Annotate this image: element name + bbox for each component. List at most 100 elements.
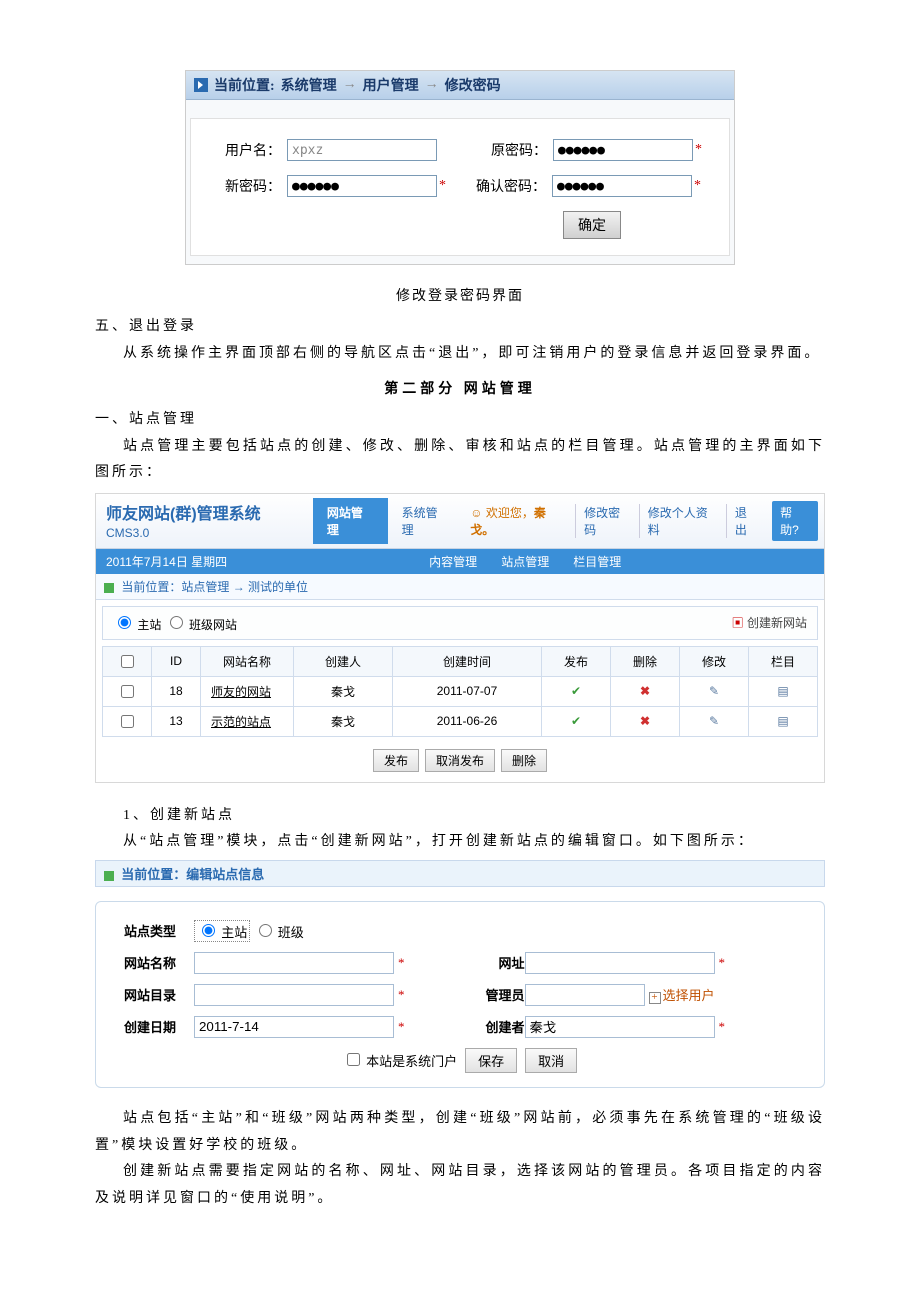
site-type-filter: 主站 班级网站 [113, 613, 237, 633]
username-input[interactable] [287, 139, 437, 161]
username-label: 用户名： [201, 140, 287, 160]
cell-id: 18 [152, 676, 201, 706]
cancel-button[interactable]: 取消 [525, 1048, 577, 1073]
subtab-site[interactable]: 站点管理 [489, 549, 561, 574]
cms-subbar: 2011年7月14日 星期四 内容管理 站点管理 栏目管理 [96, 549, 824, 574]
required-mark: * [439, 178, 446, 194]
row-checkbox[interactable] [121, 685, 134, 698]
creator-input[interactable] [525, 1016, 715, 1038]
body-paragraph: 创建新站点需要指定网站的名称、网址、网站目录，选择该网站的管理员。各项目指定的内… [95, 1159, 825, 1212]
tab-system-manage[interactable]: 系统管理 [388, 498, 463, 544]
new-password-input[interactable] [287, 175, 437, 197]
breadcrumb: 当前位置：编辑站点信息 [95, 860, 825, 887]
arrow-icon [104, 871, 114, 881]
check-icon[interactable]: ✔ [571, 684, 581, 698]
site-type-label: 站点类型 [124, 921, 194, 940]
select-user-link[interactable]: +选择用户 [649, 985, 715, 1004]
change-password-panel: 当前位置: 系统管理 → 用户管理 → 修改密码 用户名： 原密码： * 新密码… [185, 70, 735, 265]
create-date-input[interactable] [194, 1016, 394, 1038]
row-checkbox[interactable] [121, 715, 134, 728]
arrow-icon [104, 583, 114, 593]
creator-label: 创建者 [465, 1017, 525, 1036]
delete-button[interactable]: 删除 [501, 749, 547, 772]
admin-label: 管理员 [465, 985, 525, 1004]
admin-input[interactable] [525, 984, 645, 1006]
create-date-label: 创建日期 [124, 1017, 194, 1036]
required-mark: * [695, 142, 702, 158]
cell-creator: 秦戈 [294, 676, 393, 706]
site-list-table: ID 网站名称 创建人 创建时间 发布 删除 修改 栏目 18 师友的网站 秦戈… [102, 646, 818, 737]
required-mark: * [694, 178, 701, 194]
confirm-password-input[interactable] [552, 175, 692, 197]
breadcrumb-b[interactable]: 用户管理 [363, 75, 419, 95]
body-paragraph: 站点管理主要包括站点的创建、修改、删除、审核和站点的栏目管理。站点管理的主界面如… [95, 434, 825, 487]
check-icon[interactable]: ✔ [571, 714, 581, 728]
breadcrumb-link[interactable]: 站点管理 [181, 580, 229, 594]
col-id: ID [152, 646, 201, 676]
cms-topbar: 师友网站(群)管理系统 CMS3.0 网站管理 系统管理 ☺ 欢迎您，秦戈。 修… [96, 494, 824, 549]
arrow-icon [194, 78, 208, 92]
breadcrumb-c[interactable]: 修改密码 [445, 75, 501, 95]
cms-site-list: 师友网站(群)管理系统 CMS3.0 网站管理 系统管理 ☺ 欢迎您，秦戈。 修… [95, 493, 825, 783]
site-url-label: 网址 [465, 953, 525, 972]
publish-button[interactable]: 发布 [373, 749, 419, 772]
radio-main[interactable]: 主站 [194, 920, 250, 942]
body-paragraph: 从“站点管理”模块，点击“创建新网站”，打开创建新站点的编辑窗口。如下图所示： [95, 829, 825, 856]
old-password-input[interactable] [553, 139, 693, 161]
table-row: 13 示范的站点 秦戈 2011-06-26 ✔ ✖ ✎ ▤ [103, 706, 818, 736]
edit-icon[interactable]: ✎ [709, 684, 719, 698]
radio-class-site[interactable]: 班级网站 [165, 618, 237, 632]
breadcrumb-bar: 当前位置: 系统管理 → 用户管理 → 修改密码 [186, 71, 734, 100]
body-paragraph: 从系统操作主界面顶部右侧的导航区点击“退出”，即可注销用户的登录信息并返回登录界… [95, 341, 825, 368]
subtab-column[interactable]: 栏目管理 [561, 549, 633, 574]
link-logout[interactable]: 退出 [726, 504, 766, 538]
col-delete: 删除 [611, 646, 680, 676]
breadcrumb: 当前位置：站点管理 → 测试的单位 [96, 574, 824, 600]
date-display: 2011年7月14日 星期四 [96, 549, 237, 574]
cell-name[interactable]: 师友的网站 [201, 676, 294, 706]
section-heading: 一、站点管理 [95, 408, 825, 428]
cell-id: 13 [152, 706, 201, 736]
unpublish-button[interactable]: 取消发布 [425, 749, 495, 772]
cell-name[interactable]: 示范的站点 [201, 706, 294, 736]
site-url-input[interactable] [525, 952, 715, 974]
cell-creator: 秦戈 [294, 706, 393, 736]
section-heading: 五、退出登录 [95, 315, 825, 335]
radio-class[interactable]: 班级 [254, 921, 304, 941]
breadcrumb-current: 测试的单位 [248, 580, 308, 594]
welcome-text: ☺ 欢迎您，秦戈。 [462, 504, 575, 538]
site-name-input[interactable] [194, 952, 394, 974]
column-icon[interactable]: ▤ [777, 714, 788, 728]
breadcrumb-a[interactable]: 系统管理 [281, 75, 337, 95]
sub-heading: 1、创建新站点 [95, 803, 825, 830]
link-create-site[interactable]: ▣ 创建新网站 [732, 616, 807, 630]
delete-icon[interactable]: ✖ [640, 714, 650, 728]
delete-icon[interactable]: ✖ [640, 684, 650, 698]
column-icon[interactable]: ▤ [777, 684, 788, 698]
cell-ctime: 2011-07-07 [393, 676, 542, 706]
figure-caption: 修改登录密码界面 [95, 285, 825, 305]
site-name-label: 网站名称 [124, 953, 194, 972]
submit-button[interactable]: 确定 [563, 211, 621, 239]
chevron-icon: → [343, 77, 357, 93]
subtab-content[interactable]: 内容管理 [417, 549, 489, 574]
select-all-checkbox[interactable] [121, 655, 134, 668]
col-creator: 创建人 [294, 646, 393, 676]
link-edit-profile[interactable]: 修改个人资料 [639, 504, 726, 538]
table-row: 18 师友的网站 秦戈 2011-07-07 ✔ ✖ ✎ ▤ [103, 676, 818, 706]
part-heading: 第二部分 网站管理 [95, 378, 825, 398]
site-dir-input[interactable] [194, 984, 394, 1006]
edit-icon[interactable]: ✎ [709, 714, 719, 728]
newpw-label: 新密码： [201, 176, 287, 196]
col-column: 栏目 [749, 646, 818, 676]
tab-site-manage[interactable]: 网站管理 [313, 498, 388, 544]
breadcrumb-prefix: 当前位置: [214, 75, 275, 95]
link-change-password[interactable]: 修改密码 [575, 504, 639, 538]
portal-checkbox[interactable]: 本站是系统门户 [343, 1050, 457, 1070]
save-button[interactable]: 保存 [465, 1048, 517, 1073]
system-title: 师友网站(群)管理系统 CMS3.0 [96, 494, 313, 548]
help-button[interactable]: 帮助? [772, 501, 818, 541]
col-ctime: 创建时间 [393, 646, 542, 676]
radio-main-site[interactable]: 主站 [113, 618, 161, 632]
col-name: 网站名称 [201, 646, 294, 676]
